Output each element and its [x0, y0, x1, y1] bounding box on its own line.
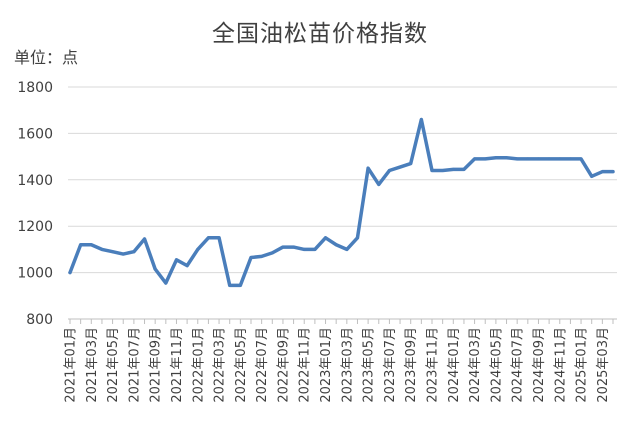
- data-point: [281, 245, 285, 249]
- y-tick-label: 1000: [17, 266, 53, 282]
- data-point: [79, 243, 83, 247]
- x-tick-label: 2024年11月: [553, 327, 568, 403]
- data-point: [143, 237, 147, 241]
- data-point: [526, 157, 530, 161]
- data-point: [494, 156, 498, 160]
- data-point: [185, 264, 189, 268]
- data-point: [558, 157, 562, 161]
- data-point: [68, 271, 72, 275]
- data-point: [313, 247, 317, 251]
- x-tick-label: 2023年09月: [404, 327, 419, 403]
- x-tick-label: 2021年07月: [127, 327, 142, 403]
- data-point: [536, 157, 540, 161]
- data-point: [547, 157, 551, 161]
- data-point: [600, 170, 604, 174]
- series-line: [68, 117, 615, 288]
- data-point: [579, 157, 583, 161]
- x-tick-label: 2024年05月: [489, 327, 504, 403]
- data-point: [515, 157, 519, 161]
- x-tick-label: 2021年01月: [64, 327, 79, 403]
- data-point: [292, 245, 296, 249]
- series-layer: [68, 117, 615, 288]
- x-tick-label: 2022年11月: [298, 327, 313, 403]
- data-point: [174, 258, 178, 262]
- data-point: [270, 251, 274, 255]
- unit-label: 单位：点: [14, 48, 79, 67]
- data-point: [355, 236, 359, 240]
- y-tick-label: 1600: [17, 126, 53, 142]
- data-point: [334, 243, 338, 247]
- y-tick-label: 1400: [17, 173, 53, 189]
- data-point: [302, 247, 306, 251]
- x-tick-label: 2021年03月: [85, 327, 100, 403]
- data-point: [238, 283, 242, 287]
- data-point: [249, 256, 253, 260]
- x-tick-label: 2024年09月: [532, 327, 547, 403]
- data-point: [611, 170, 615, 174]
- data-point: [100, 247, 104, 251]
- data-point: [568, 157, 572, 161]
- data-point: [153, 267, 157, 271]
- x-tick-label: 2023年07月: [383, 327, 398, 403]
- data-point: [451, 167, 455, 171]
- x-tick-label: 2025年01月: [575, 327, 590, 403]
- data-point: [345, 247, 349, 251]
- data-point: [409, 162, 413, 166]
- data-point: [430, 169, 434, 173]
- data-point: [441, 169, 445, 173]
- data-point: [590, 174, 594, 178]
- data-point: [505, 156, 509, 160]
- x-tick-label: 2021年09月: [149, 327, 164, 403]
- data-point: [196, 247, 200, 251]
- x-tick-label: 2022年07月: [255, 327, 270, 403]
- y-tick-label: 800: [26, 312, 53, 328]
- data-point: [206, 236, 210, 240]
- data-point: [164, 281, 168, 285]
- x-tick-label: 2023年11月: [426, 327, 441, 403]
- data-point: [387, 169, 391, 173]
- data-point: [366, 166, 370, 170]
- x-tick-label: 2022年01月: [191, 327, 206, 403]
- y-tick-label: 1200: [17, 219, 53, 235]
- x-tick-label: 2022年09月: [276, 327, 291, 403]
- x-tick-label: 2022年03月: [213, 327, 228, 403]
- data-point: [228, 283, 232, 287]
- chart-title: 全国油松苗价格指数: [212, 21, 428, 47]
- data-point: [483, 157, 487, 161]
- x-tick-label: 2025年03月: [596, 327, 611, 403]
- x-tick-label: 2023年05月: [362, 327, 377, 403]
- y-axis-ticks: 800 1000 1200 1400 1600 1800: [17, 80, 53, 328]
- data-point: [462, 167, 466, 171]
- data-point: [377, 182, 381, 186]
- data-point: [260, 254, 264, 258]
- data-point: [324, 236, 328, 240]
- data-point: [473, 157, 477, 161]
- x-axis-ticks: 2021年01月 2021年03月 2021年05月 2021年07月 2021年09月…: [64, 319, 614, 403]
- x-tick-label: 2024年07月: [511, 327, 526, 403]
- x-tick-label: 2021年11月: [170, 327, 185, 403]
- x-tick-label: 2024年01月: [447, 327, 462, 403]
- data-point: [217, 236, 221, 240]
- data-point: [398, 165, 402, 169]
- x-tick-label: 2022年05月: [234, 327, 249, 403]
- x-tick-label: 2023年01月: [319, 327, 334, 403]
- x-tick-label: 2021年05月: [106, 327, 121, 403]
- data-point: [121, 252, 125, 256]
- data-point: [111, 250, 115, 254]
- data-point: [419, 117, 423, 121]
- y-tick-label: 1800: [17, 80, 53, 96]
- gridlines: [68, 86, 617, 320]
- data-point: [89, 243, 93, 247]
- data-point: [132, 250, 136, 254]
- x-tick-label: 2024年03月: [468, 327, 483, 403]
- x-tick-label: 2023年03月: [340, 327, 355, 403]
